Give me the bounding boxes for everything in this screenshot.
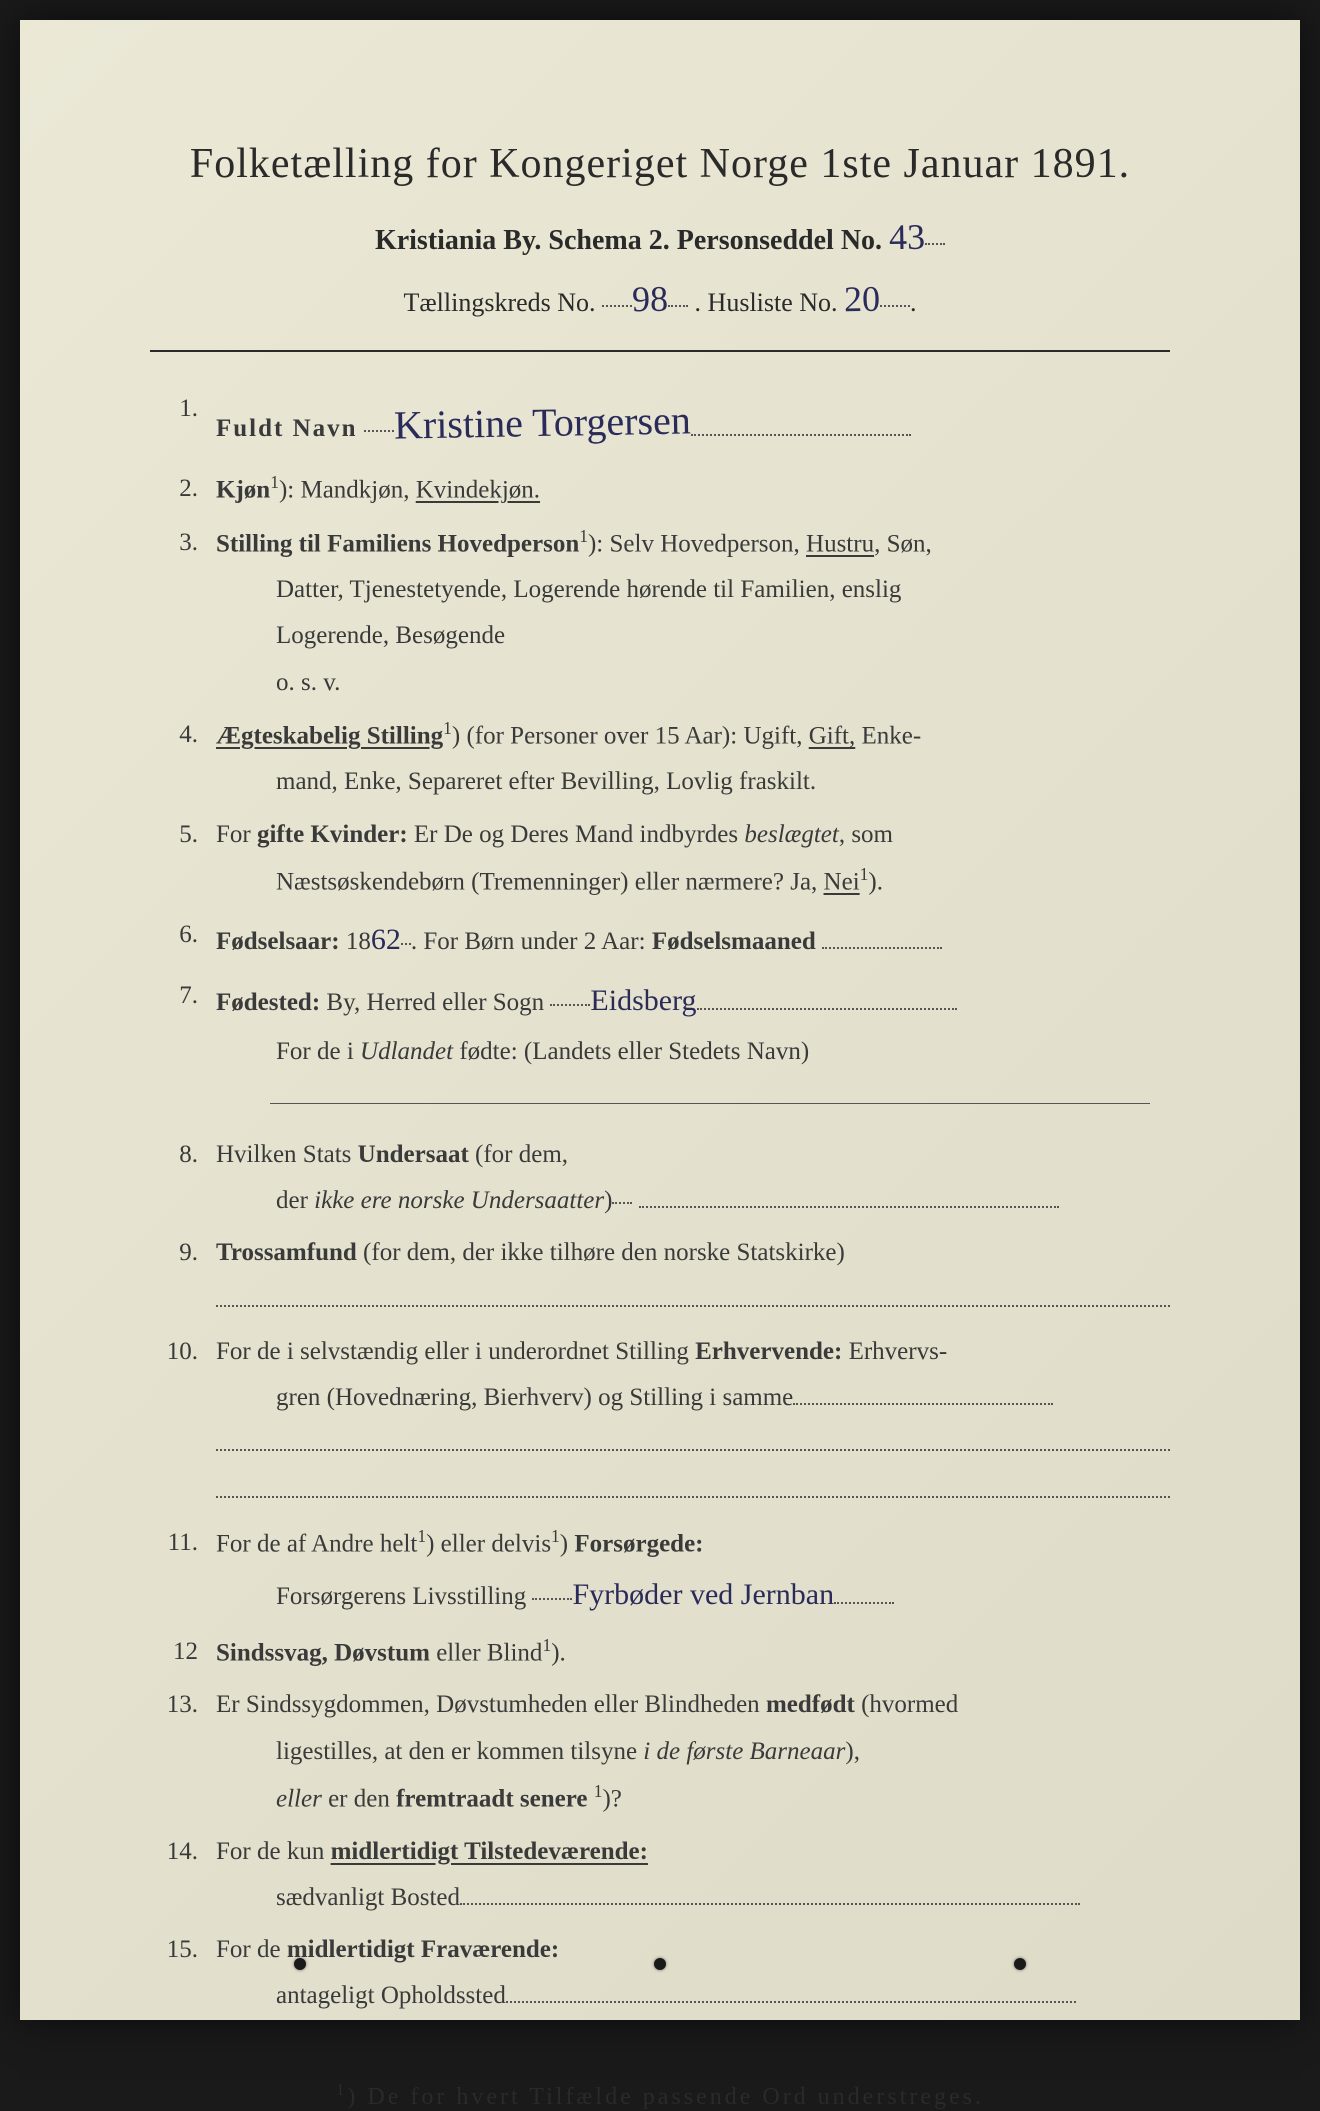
husliste-no: 20 xyxy=(844,278,881,321)
value-nei: Nei xyxy=(824,868,860,895)
label-aegteskab: Ægteskabelig Stilling xyxy=(216,722,443,749)
row-5: 5. For gifte Kvinder: Er De og Deres Man… xyxy=(150,812,1170,906)
label-stilling: Stilling til Familiens Hovedperson xyxy=(216,530,579,557)
row-7: 7. Fødested: By, Herred eller Sogn Eidsb… xyxy=(150,973,1170,1075)
value-fodested: Eidsberg xyxy=(590,973,696,1029)
label-fodselsaar: Fødselsaar: xyxy=(216,928,340,955)
row-2: 2. Kjøn1): Mandkjøn, Kvindekjøn. xyxy=(150,466,1170,514)
value-kvindekjon: Kvindekjøn. xyxy=(416,476,540,503)
label-kjon: Kjøn xyxy=(216,476,270,503)
census-form-page: Folketælling for Kongeriget Norge 1ste J… xyxy=(20,20,1300,2020)
value-livsstilling: Fyrbøder ved Jernban xyxy=(572,1567,834,1623)
pin-icon xyxy=(1014,1958,1026,1970)
label-fuldt-navn: Fuldt Navn xyxy=(216,415,358,442)
row-3: 3. Stilling til Familiens Hovedperson1):… xyxy=(150,520,1170,706)
label-trossamfund: Trossamfund xyxy=(216,1239,357,1266)
row-6: 6. Fødselsaar: 1862. For Børn under 2 Aa… xyxy=(150,912,1170,968)
row-1: 1. Fuldt Navn Kristine Torgersen xyxy=(150,386,1170,460)
subtitle-prefix: Kristiania By. Schema 2. Personseddel No… xyxy=(375,225,882,256)
pin-icon xyxy=(294,1958,306,1970)
row-4: 4. Ægteskabelig Stilling1) (for Personer… xyxy=(150,712,1170,806)
subtitle-line-1: Kristiania By. Schema 2. Personseddel No… xyxy=(150,216,1170,258)
label-fodested: Fødested: xyxy=(216,989,320,1016)
row-content: Fuldt Navn Kristine Torgersen xyxy=(216,386,1170,460)
binding-pins xyxy=(20,1958,1300,1970)
divider-mid xyxy=(270,1103,1150,1104)
pin-icon xyxy=(654,1958,666,1970)
value-year: 62 xyxy=(371,912,401,968)
row-11: 11. For de af Andre helt1) eller delvis1… xyxy=(150,1520,1170,1623)
husliste-label: . Husliste No. xyxy=(695,288,838,317)
form-body: 1. Fuldt Navn Kristine Torgersen 2. Kjøn… xyxy=(150,386,1170,2020)
personseddel-no: 43 xyxy=(889,216,926,259)
value-name: Kristine Torgersen xyxy=(393,383,691,462)
row-9: 9. Trossamfund (for dem, der ikke tilhør… xyxy=(150,1230,1170,1323)
row-10: 10. For de i selvstændig eller i underor… xyxy=(150,1329,1170,1514)
taellingskreds-no: 98 xyxy=(632,278,669,321)
value-gift: Gift, xyxy=(809,722,856,749)
row-12: 12 Sindssvag, Døvstum eller Blind1). xyxy=(150,1629,1170,1677)
row-14: 14. For de kun midlertidigt Tilstedevære… xyxy=(150,1829,1170,1922)
value-hustru: Hustru xyxy=(806,530,874,557)
taellingskreds-label: Tællingskreds No. xyxy=(403,288,595,317)
row-13: 13. Er Sindssygdommen, Døvstumheden elle… xyxy=(150,1682,1170,1822)
page-title: Folketælling for Kongeriget Norge 1ste J… xyxy=(150,140,1170,188)
row-15: 15. For de midlertidigt Fraværende: anta… xyxy=(150,1927,1170,2020)
row-8: 8. Hvilken Stats Undersaat (for dem, der… xyxy=(150,1132,1170,1225)
subtitle-line-2: Tællingskreds No. 98 . Husliste No. 20. xyxy=(150,278,1170,320)
footnote: 1) De for hvert Tilfælde passende Ord un… xyxy=(150,2080,1170,2111)
divider-top xyxy=(150,350,1170,352)
row-num: 1. xyxy=(150,386,216,460)
